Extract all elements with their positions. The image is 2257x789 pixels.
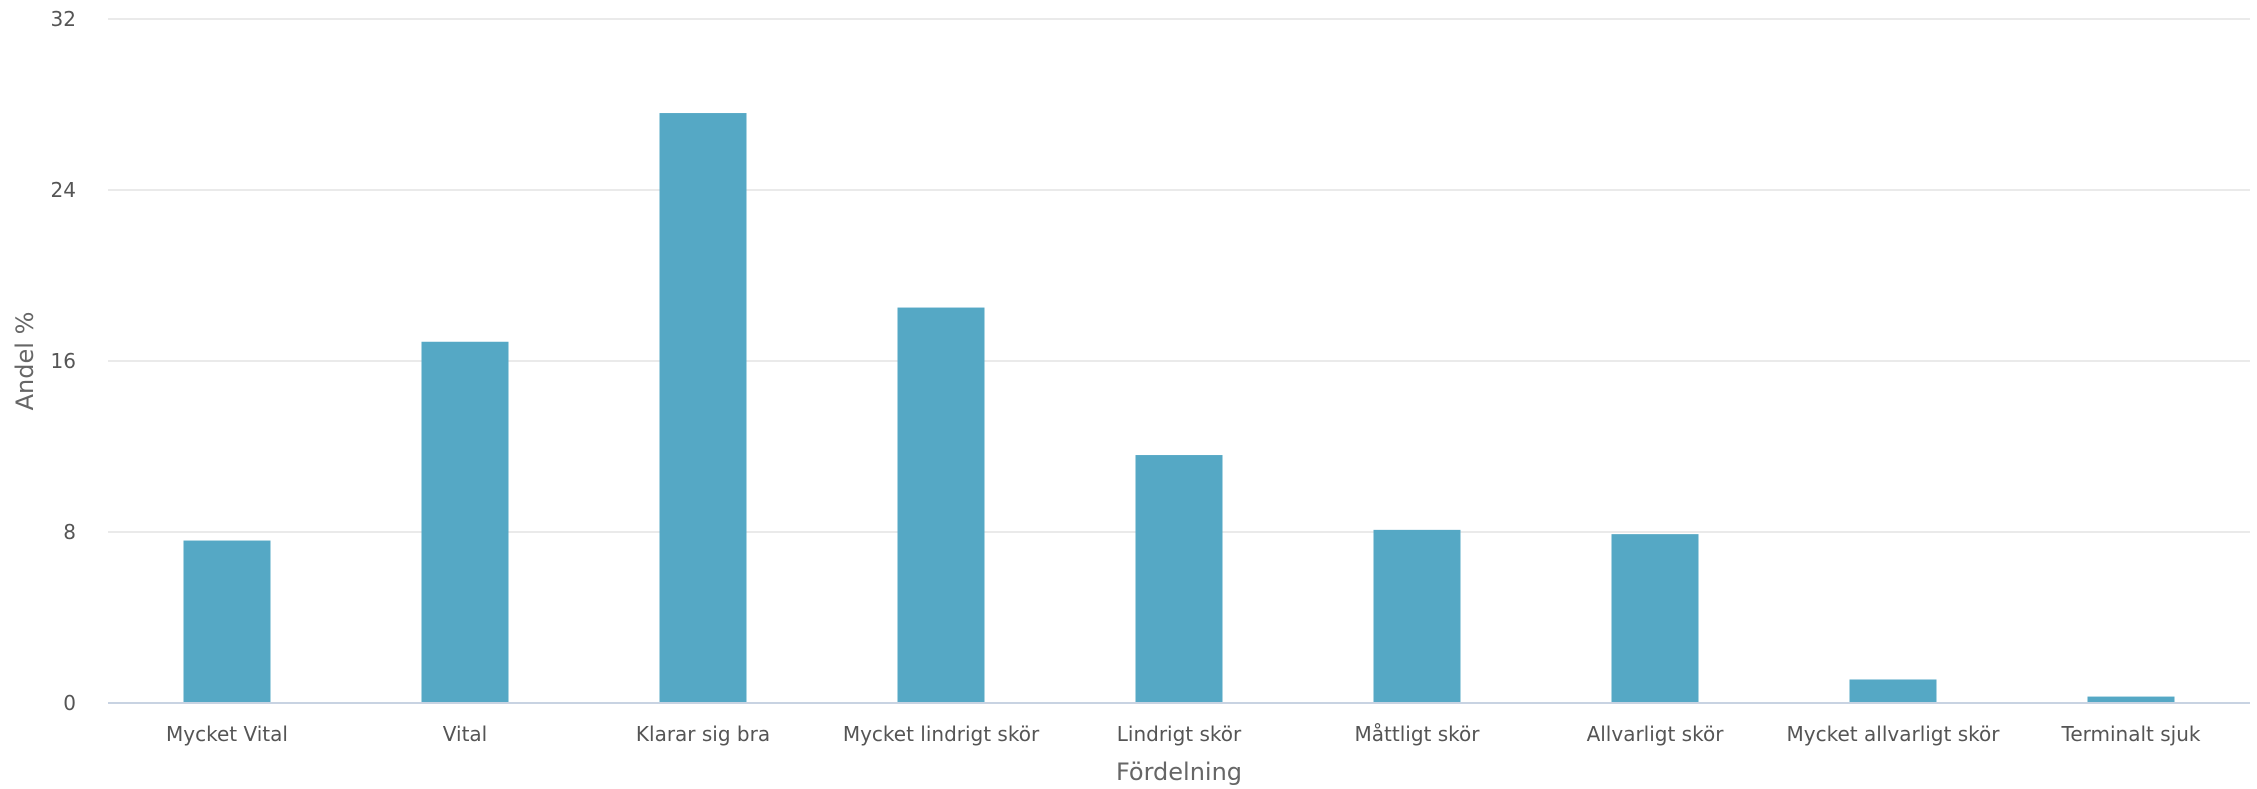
y-tick-label: 8 — [63, 520, 76, 544]
bars — [183, 113, 2175, 704]
x-tick-label: Mycket allvarligt skör — [1787, 722, 2001, 746]
x-tick-label: Mycket Vital — [166, 722, 288, 746]
bar[interactable] — [421, 341, 509, 703]
x-tick-label: Lindrigt skör — [1117, 722, 1242, 746]
bar[interactable] — [897, 307, 985, 703]
y-tick-label: 0 — [63, 691, 76, 715]
x-tick-label: Vital — [443, 722, 487, 746]
x-tick-label: Allvarligt skör — [1587, 722, 1725, 746]
y-axis-ticks: 0 8 16 24 32 — [51, 7, 76, 715]
y-tick-label: 32 — [51, 7, 76, 31]
x-tick-label: Måttligt skör — [1355, 722, 1481, 746]
bar[interactable] — [183, 540, 271, 703]
bar[interactable] — [1135, 455, 1223, 703]
x-tick-label: Klarar sig bra — [636, 722, 770, 746]
x-tick-label: Mycket lindrigt skör — [843, 722, 1040, 746]
x-tick-label: Terminalt sjuk — [2061, 722, 2201, 746]
y-axis-title: Andel % — [11, 312, 39, 411]
bar[interactable] — [1849, 679, 1937, 703]
y-tick-label: 16 — [51, 349, 76, 373]
bar[interactable] — [659, 113, 747, 704]
bar[interactable] — [1611, 534, 1699, 703]
x-axis-ticks: Mycket Vital Vital Klarar sig bra Mycket li… — [166, 722, 2201, 746]
y-tick-label: 24 — [51, 178, 76, 202]
bar[interactable] — [1373, 529, 1461, 703]
x-axis-title: Fördelning — [1116, 758, 1242, 786]
bar[interactable] — [2087, 696, 2175, 703]
